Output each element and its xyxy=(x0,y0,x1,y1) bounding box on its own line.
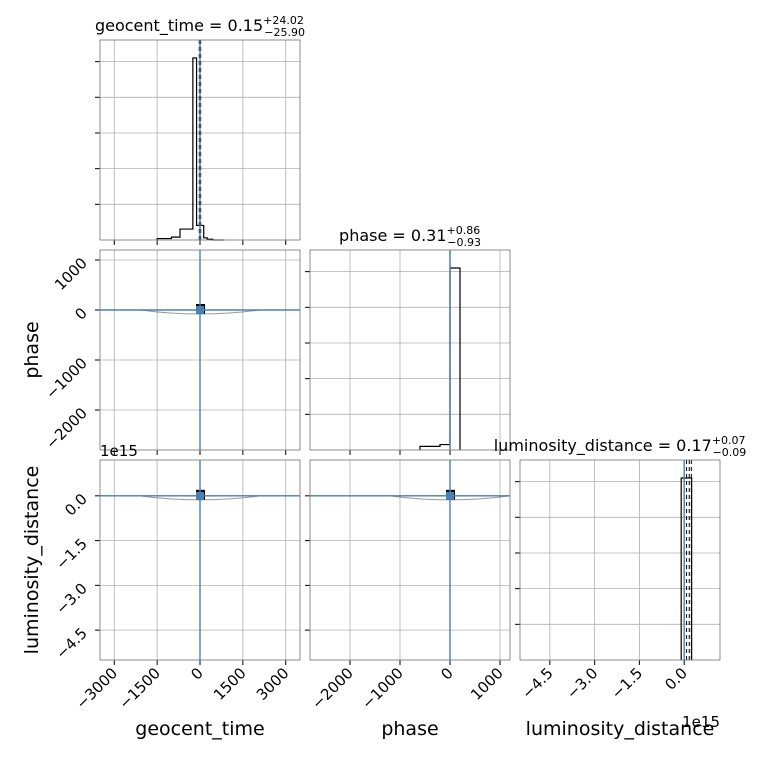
x-axis-label-geocent_time: geocent_time xyxy=(135,718,264,740)
x-tick-label: −1500 xyxy=(115,664,164,713)
x-offset-label: 1e15 xyxy=(682,713,720,731)
panel-luminosity_distance-vs-luminosity_distance: luminosity_distance = 0.17+0.07 −0.09 −4.5… xyxy=(494,434,747,740)
y-axis-label-phase: phase xyxy=(21,321,43,378)
truth-marker xyxy=(196,306,204,314)
x-tick-label: 0.0 xyxy=(661,664,691,694)
y-tick-label: 0.0 xyxy=(61,490,91,520)
panel-frame xyxy=(99,249,301,451)
panel-luminosity_distance-vs-phase: −2000 −1000 0 1000 phase xyxy=(305,459,511,740)
title-phase: phase = 0.31+0.86 −0.93 xyxy=(339,224,481,249)
panel-frame xyxy=(99,39,301,241)
y-tick-label: −1000 xyxy=(42,354,91,403)
panel-phase-vs-geocent_time: −2000−1000 0 1000 phase xyxy=(21,249,301,455)
y-tick-label: −1.5 xyxy=(52,535,90,573)
x-tick-label: 0 xyxy=(437,664,456,683)
gridlines xyxy=(310,460,510,660)
x-tick-label: −4.5 xyxy=(518,664,556,702)
gridlines xyxy=(520,460,720,660)
x-tick-label: −3000 xyxy=(73,664,122,713)
truth-marker xyxy=(446,491,454,500)
x-tick-label: 1500 xyxy=(210,664,250,704)
histogram-phase xyxy=(419,267,461,450)
x-axis-label-phase: phase xyxy=(381,718,438,740)
title-geocent_time: geocent_time = 0.15+24.02 −25.90 xyxy=(95,14,305,39)
x-tick-label: −1.5 xyxy=(608,664,646,702)
y-tick-label: −3.0 xyxy=(52,579,90,617)
panel-phase-vs-phase: phase = 0.31+0.86 −0.93 xyxy=(305,224,511,455)
x-tick-label: 3000 xyxy=(253,664,293,704)
y-offset-label: 1e15 xyxy=(100,442,138,460)
y-axis-label-luminosity_distance: luminosity_distance xyxy=(21,466,43,655)
x-tick-label: −3.0 xyxy=(563,664,601,702)
panel-frame xyxy=(309,249,511,451)
panel-frame xyxy=(309,459,511,661)
y-tick-label: −4.5 xyxy=(52,624,90,662)
panel-frame xyxy=(99,459,301,661)
truth-marker xyxy=(196,491,204,500)
x-tick-label: −2000 xyxy=(308,664,357,713)
panel-luminosity_distance-vs-geocent_time: −4.5 −3.0 −1.5 0.0 luminosity_distance 1e15 −3… xyxy=(21,442,301,740)
histogram-geocent_time xyxy=(156,57,225,241)
panel-geocent_time-vs-geocent_time: geocent_time = 0.15+24.02 −25.90 xyxy=(95,14,305,245)
y-tick-label: −2000 xyxy=(42,404,91,453)
x-axis-label-luminosity_distance: luminosity_distance xyxy=(526,718,715,740)
y-tick-label: 0 xyxy=(71,304,90,323)
title-luminosity_distance: luminosity_distance = 0.17+0.07 −0.09 xyxy=(494,434,747,459)
y-tick-label: 1000 xyxy=(51,254,91,294)
x-tick-label: −1000 xyxy=(358,664,407,713)
gridlines xyxy=(310,250,510,450)
x-tick-label: 0 xyxy=(187,664,206,683)
panel-frame xyxy=(519,459,721,661)
x-tick-label: 1000 xyxy=(467,664,507,704)
